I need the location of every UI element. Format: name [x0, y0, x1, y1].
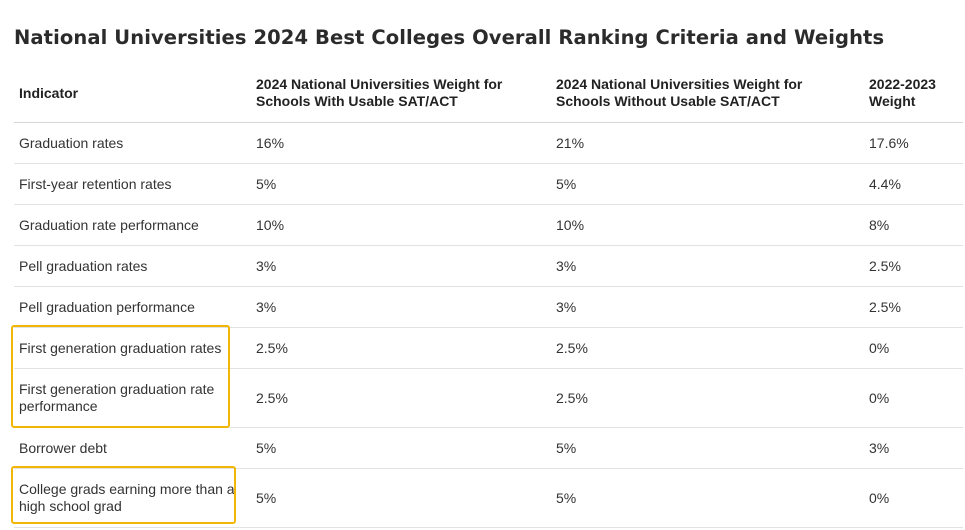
- indicator-cell: Pell graduation performance: [14, 286, 251, 328]
- table-row: Pell graduation rates 3% 3% 2.5%: [14, 245, 963, 287]
- weight-with-cell: 3%: [251, 286, 551, 328]
- weight-previous-cell: 0%: [864, 468, 963, 528]
- weight-without-cell: 5%: [551, 163, 864, 205]
- indicator-cell: College grads earning more than a high s…: [14, 468, 251, 528]
- weight-previous-cell: 0%: [864, 368, 963, 428]
- weight-without-cell: 5%: [551, 468, 864, 528]
- weight-without-cell: 10%: [551, 204, 864, 246]
- weight-without-cell: 3%: [551, 245, 864, 287]
- table-row: First generation graduation rates 2.5% 2…: [14, 327, 963, 369]
- indicator-cell: Borrower debt: [14, 427, 251, 469]
- weight-with-cell: 10%: [251, 204, 551, 246]
- table-row: First-year retention rates 5% 5% 4.4%: [14, 163, 963, 205]
- table-row: Pell graduation performance 3% 3% 2.5%: [14, 286, 963, 328]
- indicator-cell: First generation graduation rate perform…: [14, 368, 251, 428]
- weight-previous-cell: 2.5%: [864, 245, 963, 287]
- weight-with-cell: 5%: [251, 468, 551, 528]
- table-row: Graduation rate performance 10% 10% 8%: [14, 204, 963, 246]
- ranking-criteria-table: Indicator 2024 National Universities Wei…: [14, 64, 963, 528]
- indicator-cell: First-year retention rates: [14, 163, 251, 205]
- table-row: College grads earning more than a high s…: [14, 468, 963, 528]
- weight-with-cell: 5%: [251, 163, 551, 205]
- weight-previous-cell: 0%: [864, 327, 963, 369]
- weight-without-cell: 2.5%: [551, 327, 864, 369]
- weight-with-cell: 2.5%: [251, 368, 551, 428]
- weight-without-cell: 21%: [551, 122, 864, 164]
- weight-previous-cell: 17.6%: [864, 122, 963, 164]
- weight-without-cell: 3%: [551, 286, 864, 328]
- page-title: National Universities 2024 Best Colleges…: [14, 26, 885, 49]
- weight-with-cell: 3%: [251, 245, 551, 287]
- weight-with-cell: 16%: [251, 122, 551, 164]
- indicator-cell: First generation graduation rates: [14, 327, 251, 369]
- weight-without-cell: 5%: [551, 427, 864, 469]
- weight-with-cell: 5%: [251, 427, 551, 469]
- table-row: Borrower debt 5% 5% 3%: [14, 427, 963, 469]
- table-header-row: Indicator 2024 National Universities Wei…: [14, 64, 963, 123]
- weight-with-cell: 2.5%: [251, 327, 551, 369]
- header-indicator: Indicator: [14, 64, 251, 123]
- weight-without-cell: 2.5%: [551, 368, 864, 428]
- indicator-cell: Pell graduation rates: [14, 245, 251, 287]
- weight-previous-cell: 3%: [864, 427, 963, 469]
- weight-previous-cell: 2.5%: [864, 286, 963, 328]
- indicator-cell: Graduation rate performance: [14, 204, 251, 246]
- weight-previous-cell: 4.4%: [864, 163, 963, 205]
- header-weight-2022-2023: 2022-2023 Weight: [864, 64, 963, 123]
- header-weight-with-sat-act: 2024 National Universities Weight for Sc…: [251, 64, 551, 123]
- header-weight-without-sat-act: 2024 National Universities Weight for Sc…: [551, 64, 864, 123]
- indicator-cell: Graduation rates: [14, 122, 251, 164]
- table-row: First generation graduation rate perform…: [14, 368, 963, 428]
- weight-previous-cell: 8%: [864, 204, 963, 246]
- table-row: Graduation rates 16% 21% 17.6%: [14, 122, 963, 164]
